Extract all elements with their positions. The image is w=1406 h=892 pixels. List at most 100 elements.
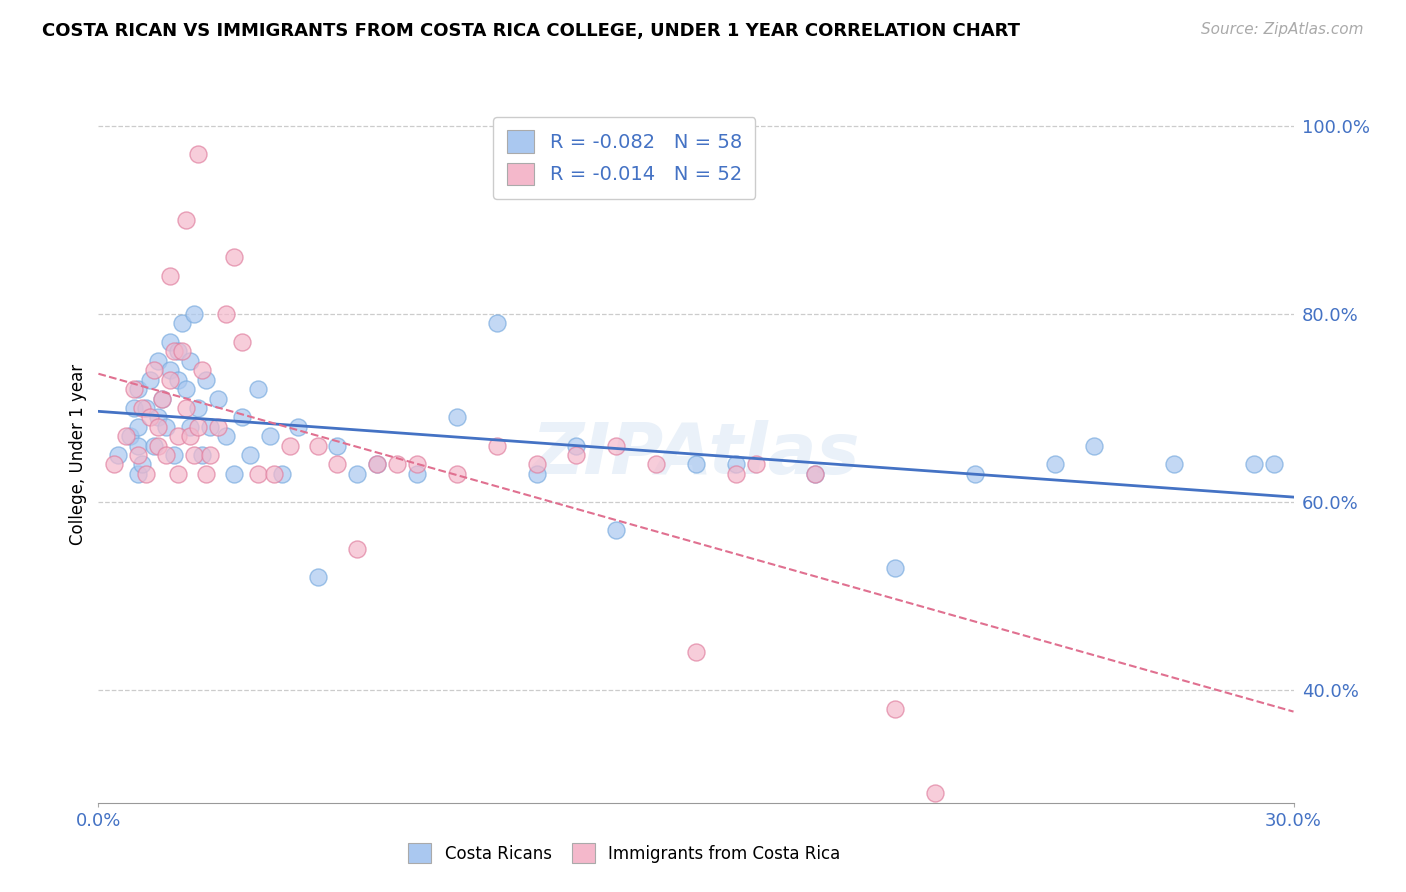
- Point: [148, 419, 170, 434]
- Point: [246, 467, 269, 481]
- Point: [183, 307, 205, 321]
- Point: [172, 316, 194, 330]
- Point: [366, 458, 388, 472]
- Point: [307, 570, 329, 584]
- Point: [172, 344, 194, 359]
- Point: [167, 429, 190, 443]
- Point: [346, 467, 368, 481]
- Point: [215, 307, 238, 321]
- Point: [1243, 458, 1265, 472]
- Point: [278, 438, 301, 452]
- Point: [127, 448, 149, 462]
- Point: [804, 467, 827, 481]
- Point: [191, 363, 214, 377]
- Point: [143, 363, 166, 377]
- Point: [194, 467, 218, 481]
- Point: [724, 467, 747, 481]
- Point: [745, 458, 768, 472]
- Point: [179, 429, 201, 443]
- Point: [155, 448, 177, 462]
- Point: [685, 645, 707, 659]
- Point: [163, 344, 186, 359]
- Point: [127, 467, 149, 481]
- Point: [143, 438, 166, 452]
- Point: [115, 429, 138, 443]
- Point: [148, 410, 170, 425]
- Point: [287, 419, 309, 434]
- Point: [135, 401, 157, 415]
- Point: [485, 316, 508, 330]
- Point: [406, 467, 429, 481]
- Point: [183, 448, 205, 462]
- Point: [326, 438, 349, 452]
- Point: [207, 392, 229, 406]
- Point: [231, 335, 253, 350]
- Point: [167, 373, 190, 387]
- Point: [326, 458, 349, 472]
- Point: [174, 401, 197, 415]
- Point: [127, 419, 149, 434]
- Point: [139, 410, 162, 425]
- Point: [127, 438, 149, 452]
- Point: [135, 467, 157, 481]
- Point: [1163, 458, 1185, 472]
- Point: [163, 448, 186, 462]
- Point: [159, 269, 181, 284]
- Point: [127, 382, 149, 396]
- Text: COSTA RICAN VS IMMIGRANTS FROM COSTA RICA COLLEGE, UNDER 1 YEAR CORRELATION CHAR: COSTA RICAN VS IMMIGRANTS FROM COSTA RIC…: [42, 22, 1021, 40]
- Point: [685, 458, 707, 472]
- Point: [406, 458, 429, 472]
- Point: [884, 702, 907, 716]
- Point: [159, 363, 181, 377]
- Point: [1263, 458, 1285, 472]
- Point: [187, 419, 209, 434]
- Point: [526, 467, 548, 481]
- Point: [565, 438, 588, 452]
- Point: [179, 354, 201, 368]
- Point: [103, 458, 125, 472]
- Point: [246, 382, 269, 396]
- Point: [645, 458, 668, 472]
- Point: [159, 373, 181, 387]
- Point: [385, 458, 409, 472]
- Point: [1043, 458, 1066, 472]
- Point: [605, 523, 627, 537]
- Point: [605, 438, 627, 452]
- Point: [446, 467, 468, 481]
- Point: [124, 382, 146, 396]
- Y-axis label: College, Under 1 year: College, Under 1 year: [69, 364, 87, 546]
- Point: [148, 354, 170, 368]
- Point: [150, 392, 173, 406]
- Point: [187, 147, 209, 161]
- Point: [191, 448, 214, 462]
- Point: [194, 373, 218, 387]
- Point: [124, 401, 146, 415]
- Point: [222, 251, 245, 265]
- Point: [446, 410, 468, 425]
- Point: [804, 467, 827, 481]
- Point: [263, 467, 285, 481]
- Point: [346, 541, 368, 556]
- Point: [155, 419, 177, 434]
- Point: [198, 448, 221, 462]
- Text: Source: ZipAtlas.com: Source: ZipAtlas.com: [1201, 22, 1364, 37]
- Point: [120, 429, 142, 443]
- Point: [963, 467, 986, 481]
- Point: [231, 410, 253, 425]
- Point: [131, 401, 153, 415]
- Point: [259, 429, 281, 443]
- Point: [174, 382, 197, 396]
- Point: [222, 467, 245, 481]
- Point: [565, 448, 588, 462]
- Point: [366, 458, 388, 472]
- Point: [207, 419, 229, 434]
- Point: [179, 419, 201, 434]
- Point: [159, 335, 181, 350]
- Point: [724, 458, 747, 472]
- Point: [526, 458, 548, 472]
- Point: [924, 786, 946, 800]
- Point: [270, 467, 292, 481]
- Point: [239, 448, 262, 462]
- Point: [307, 438, 329, 452]
- Point: [215, 429, 238, 443]
